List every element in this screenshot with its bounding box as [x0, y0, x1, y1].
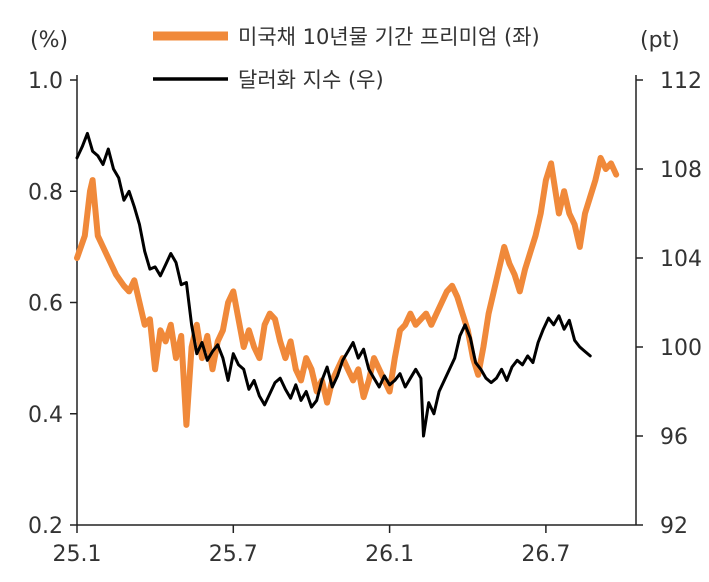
series-line-term-premium [74, 154, 620, 428]
x-tick-label: 26.1 [365, 542, 414, 567]
right-axis-unit: (pt) [640, 28, 680, 53]
x-axis-ticks: 25.1 25.7 26.1 26.7 [53, 525, 570, 567]
right-tick-label: 92 [660, 514, 688, 539]
x-tick-label: 25.1 [53, 542, 102, 567]
left-tick-label: 0.4 [28, 403, 63, 428]
x-tick-label: 26.7 [521, 542, 570, 567]
left-tick-label: 0.8 [28, 180, 63, 205]
right-tick-label: 108 [660, 158, 702, 183]
left-tick-label: 0.2 [28, 514, 63, 539]
left-axis-unit: (%) [30, 28, 68, 53]
series-line-dollar-index [75, 131, 592, 438]
series-layer [74, 131, 620, 438]
right-tick-label: 104 [660, 247, 702, 272]
right-axis-ticks: 92 96 100 104 108 112 [636, 69, 702, 539]
legend-label-dollar-index: 달러화 지수 (우) [238, 68, 384, 92]
left-tick-label: 0.6 [28, 292, 63, 317]
right-tick-label: 96 [660, 425, 688, 450]
left-tick-label: 1.0 [28, 69, 63, 94]
x-tick-label: 25.7 [209, 542, 258, 567]
legend-label-term-premium: 미국채 10년물 기간 프리미엄 (좌) [238, 25, 540, 49]
right-tick-label: 100 [660, 336, 702, 361]
right-tick-label: 112 [660, 69, 702, 94]
left-axis-ticks: 0.2 0.4 0.6 0.8 1.0 [28, 69, 77, 539]
legend: 미국채 10년물 기간 프리미엄 (좌) 달러화 지수 (우) [153, 25, 540, 92]
